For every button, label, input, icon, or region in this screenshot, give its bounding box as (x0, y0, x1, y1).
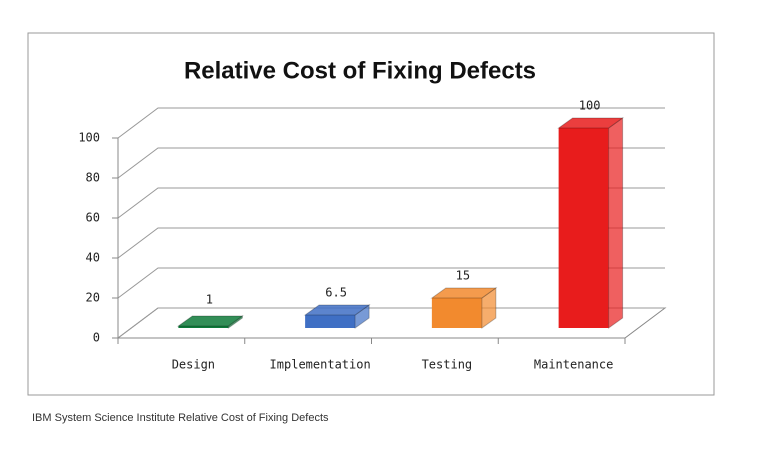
bar-top (430, 287, 498, 299)
grid-line (117, 267, 665, 299)
bar-top (303, 304, 371, 316)
x-tick-label: Testing (422, 358, 473, 372)
bar-top (557, 117, 625, 129)
x-tick-label: Implementation (270, 358, 371, 372)
y-tick-label: 60 (86, 211, 100, 225)
value-label: 15 (456, 269, 470, 283)
chart: Relative Cost of Fixing Defects 0 20 40 60 8… (27, 32, 715, 396)
grid-line (117, 307, 665, 339)
value-label: 1 (206, 293, 213, 307)
y-tick-label: 100 (78, 131, 100, 145)
bar (431, 298, 482, 328)
x-tick-label: Design (172, 358, 215, 372)
y-tick-label: 80 (86, 171, 100, 185)
grid-line (117, 227, 665, 259)
grid-line (117, 187, 665, 219)
value-label: 6.5 (325, 286, 347, 300)
y-tick-label: 20 (86, 291, 100, 305)
bar-side (608, 117, 624, 329)
bar-side (227, 315, 243, 329)
chart-title: Relative Cost of Fixing Defects (184, 57, 536, 84)
bar-side (481, 287, 497, 329)
y-tick-label: 0 (93, 331, 100, 345)
bar-top (176, 315, 244, 327)
bar (558, 128, 609, 328)
x-tick-label: Maintenance (534, 358, 613, 372)
bar (305, 315, 356, 328)
caption: IBM System Science Institute Relative Co… (32, 412, 329, 424)
bar-side (354, 304, 370, 329)
value-label: 100 (579, 99, 601, 113)
grid-line (117, 147, 665, 179)
grid-line (117, 107, 665, 139)
y-tick-label: 40 (86, 251, 100, 265)
bar (178, 326, 229, 328)
